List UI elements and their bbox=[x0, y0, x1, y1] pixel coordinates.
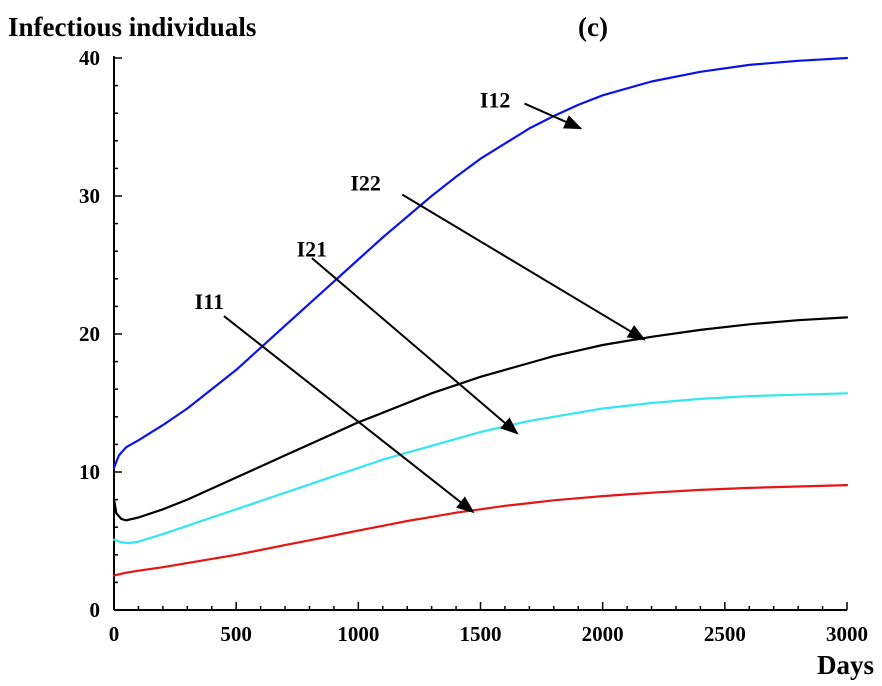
series-label-i21: I21 bbox=[297, 237, 328, 262]
series-line-i11 bbox=[112, 484, 849, 577]
chart-title: Infectious individuals bbox=[8, 12, 256, 42]
x-tick-label: 0 bbox=[109, 622, 120, 646]
annotation-arrow-i21 bbox=[311, 257, 519, 435]
series-line-i12 bbox=[112, 56, 849, 469]
x-tick-label: 2500 bbox=[704, 622, 746, 646]
x-ticks: 0 500 1000 1500 2000 2500 3000 bbox=[109, 602, 868, 646]
series-label-i11: I11 bbox=[195, 289, 224, 314]
y-tick-label: 40 bbox=[79, 46, 100, 70]
x-tick-label: 3000 bbox=[826, 622, 868, 646]
annotations: I12 I22 I21 I11 bbox=[195, 88, 646, 514]
y-tick-label: 20 bbox=[79, 322, 100, 346]
x-axis-label: Days bbox=[817, 650, 874, 680]
series-line-i22 bbox=[112, 316, 849, 522]
annotation-arrow-i11 bbox=[223, 315, 475, 514]
annotation-arrow-i22 bbox=[401, 193, 646, 341]
y-tick-label: 0 bbox=[90, 598, 101, 622]
x-tick-label: 500 bbox=[220, 622, 252, 646]
panel-label: (c) bbox=[578, 12, 608, 42]
series-label-i12: I12 bbox=[480, 88, 511, 113]
y-tick-label: 30 bbox=[79, 184, 100, 208]
series-lines bbox=[112, 56, 849, 577]
series-label-i22: I22 bbox=[350, 170, 381, 195]
x-tick-label: 1000 bbox=[337, 622, 379, 646]
x-tick-label: 1500 bbox=[460, 622, 502, 646]
annotation-arrow-i12 bbox=[524, 102, 583, 130]
x-tick-label: 2000 bbox=[582, 622, 624, 646]
y-tick-label: 10 bbox=[79, 460, 100, 484]
series-line-i21 bbox=[112, 392, 849, 545]
y-ticks: 0 10 20 30 40 bbox=[79, 46, 122, 622]
